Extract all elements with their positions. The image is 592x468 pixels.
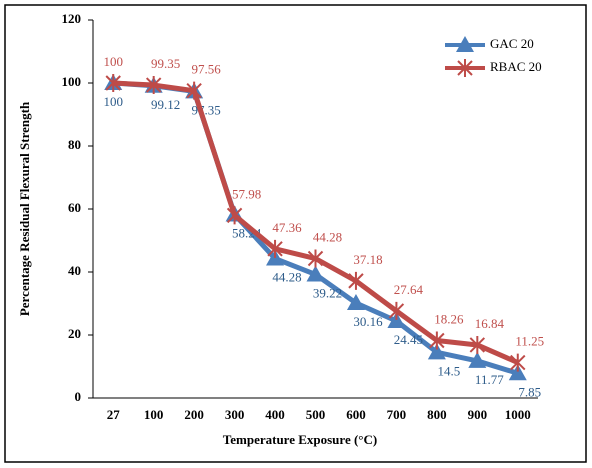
marker [226,206,243,225]
x-tick-label: 200 [184,407,204,422]
marker [388,301,405,320]
marker [429,331,445,350]
marker [457,59,473,77]
data-label: 57.98 [232,186,261,201]
y-tick-label: 60 [68,200,81,215]
x-tick-label: 100 [144,407,164,422]
x-tick-label: 1000 [505,407,531,422]
marker [267,239,283,258]
x-tick-label: 300 [225,407,245,422]
y-tick-label: 100 [62,74,82,89]
data-label: 37.18 [353,252,382,267]
y-tick-label: 0 [75,389,82,404]
data-label: 11.77 [475,372,504,387]
data-label: 7.85 [518,384,541,399]
data-label: 24.45 [394,332,423,347]
marker [346,293,365,310]
marker [456,36,474,52]
x-tick-label: 400 [265,407,285,422]
x-tick-label: 900 [468,407,488,422]
data-label: 99.12 [151,97,180,112]
y-tick-label: 20 [68,326,81,341]
data-label: 39.22 [313,285,342,300]
data-label: 44.28 [313,230,342,245]
marker [145,76,162,95]
data-label: 99.35 [151,56,180,71]
data-label: 100 [103,54,123,69]
x-axis-label: Temperature Exposure (°C) [223,432,377,447]
data-label: 44.28 [272,270,301,285]
x-tick-label: 27 [107,407,121,422]
marker [186,81,202,100]
marker [427,343,446,360]
legend-label: RBAC 20 [490,59,542,74]
x-tick-label: 500 [306,407,326,422]
marker [508,364,527,381]
legend-label: GAC 20 [490,36,534,51]
marker [307,249,324,268]
data-label: 30.16 [353,314,383,329]
x-tick-label: 600 [346,407,366,422]
y-tick-label: 40 [68,263,81,278]
y-tick-label: 80 [68,137,81,152]
x-tick-label: 800 [427,407,447,422]
data-label: 18.26 [434,311,464,326]
marker [105,74,121,92]
data-label: 47.36 [272,220,302,235]
x-tick-label: 700 [387,407,407,422]
y-axis-label: Percentage Residual Flexural Strength [17,101,32,316]
data-label: 100 [103,94,123,109]
data-label: 97.56 [192,62,222,77]
marker [306,265,325,282]
marker [348,271,364,290]
data-label: 11.25 [515,334,544,349]
data-label: 97.35 [192,102,221,117]
data-label: 16.84 [475,316,505,331]
marker [469,335,486,354]
marker [468,351,487,368]
data-label: 27.64 [394,282,424,297]
chart-frame [4,4,587,463]
marker [387,311,406,328]
y-tick-label: 120 [62,11,82,26]
marker [510,353,526,372]
data-label: 14.5 [437,363,460,378]
